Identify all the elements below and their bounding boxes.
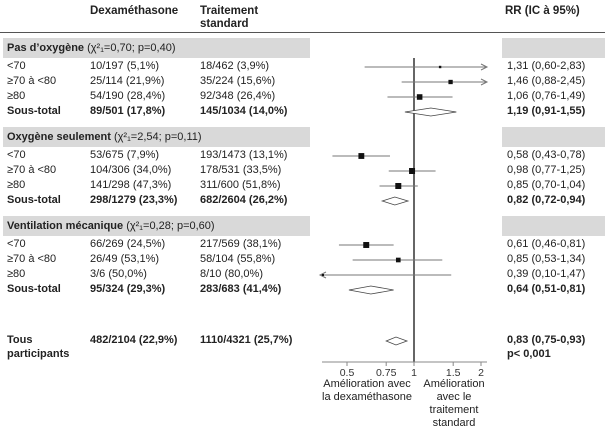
row-standard-value: 217/569 (38,1%) xyxy=(200,238,282,250)
point-estimate xyxy=(321,274,324,276)
row-standard-value: 682/2604 (26,2%) xyxy=(200,194,288,206)
row-standard-value: 283/683 (41,4%) xyxy=(200,283,282,295)
group-title-stat: (χ²₁=2,54; p=0,11) xyxy=(114,131,202,143)
row-dexa-value: 104/306 (34,0%) xyxy=(90,164,172,176)
row-label: ≥70 à <80 xyxy=(7,253,57,265)
row-label: ≥80 xyxy=(7,268,26,280)
group-title-name: Pas d’oxygène xyxy=(7,42,85,54)
row-dexa-value: 54/190 (28,4%) xyxy=(90,90,166,102)
row-rr-value: 1,46 (0,88-2,45) xyxy=(507,75,586,87)
group-title-stat: (χ²₁=0,28; p=0,60) xyxy=(126,220,215,232)
group-band xyxy=(3,216,310,236)
group-band xyxy=(3,127,310,147)
point-estimate xyxy=(416,94,423,100)
group-title-stat: (χ²₁=0,70; p=0,40) xyxy=(87,42,176,54)
row-label: ≥80 xyxy=(7,90,26,102)
axis-label-right: Amélioration avec le traitement standard xyxy=(423,378,485,429)
row-rr-value: 0,58 (0,43-0,78) xyxy=(507,149,586,161)
row-label: Sous-total xyxy=(7,283,61,295)
row-rr-value: 0,85 (0,53-1,34) xyxy=(507,253,586,265)
point-estimate xyxy=(358,153,365,159)
subtotal-diamond xyxy=(404,107,457,117)
col-header-standard-line1: Traitement xyxy=(200,5,259,17)
row-dexa-value: 3/6 (50,0%) xyxy=(90,268,147,280)
row-rr-value: 1,19 (0,91-1,55) xyxy=(507,105,586,117)
subtotal-diamond xyxy=(385,336,409,346)
row-standard-value: 18/462 (3,9%) xyxy=(200,60,270,72)
axis-label-left: Amélioration avec la dexaméthasone xyxy=(322,378,412,403)
row-label: ≥80 xyxy=(7,179,26,191)
col-header-rr: RR (IC à 95%) xyxy=(505,5,580,17)
row-label: <70 xyxy=(7,60,26,72)
group-band-right xyxy=(502,216,605,236)
ci-arrow-right xyxy=(480,78,489,86)
row-dexa-value: 66/269 (24,5%) xyxy=(90,238,166,250)
overall-p-value: p< 0,001 xyxy=(507,348,551,360)
overall-rr-value: 0,83 (0,75-0,93) xyxy=(507,334,586,346)
col-header-standard-line2: standard xyxy=(200,18,249,30)
x-tick-label: 0.5 xyxy=(340,367,355,379)
row-standard-value: 92/348 (26,4%) xyxy=(200,90,276,102)
row-label: ≥70 à <80 xyxy=(7,75,57,87)
row-rr-value: 0,39 (0,10-1,47) xyxy=(507,268,586,280)
group-band xyxy=(3,38,310,58)
header-divider xyxy=(0,32,605,33)
row-standard-value: 8/10 (80,0%) xyxy=(200,268,263,280)
x-tick-label: 2 xyxy=(478,367,484,379)
row-dexa-value: 26/49 (53,1%) xyxy=(90,253,160,265)
ci-arrow-left xyxy=(318,271,327,279)
group-band-right xyxy=(502,127,605,147)
group-title-name: Ventilation mécanique xyxy=(7,220,124,232)
group-title: Oxygène seulement (χ²₁=2,54; p=0,11) xyxy=(7,131,202,144)
row-dexa-value: 89/501 (17,8%) xyxy=(90,105,166,117)
row-label: ≥70 à <80 xyxy=(7,164,57,176)
row-standard-value: 178/531 (33,5%) xyxy=(200,164,282,176)
row-rr-value: 0,98 (0,77-1,25) xyxy=(507,164,586,176)
row-rr-value: 0,82 (0,72-0,94) xyxy=(507,194,586,206)
ci-arrow-right xyxy=(480,63,489,71)
overall-standard-value: 1110/4321 (25,7%) xyxy=(200,334,293,346)
row-dexa-value: 25/114 (21,9%) xyxy=(90,75,165,87)
group-title-name: Oxygène seulement xyxy=(7,131,111,143)
row-rr-value: 0,64 (0,51-0,81) xyxy=(507,283,586,295)
row-dexa-value: 10/197 (5,1%) xyxy=(90,60,160,72)
row-standard-value: 35/224 (15,6%) xyxy=(200,75,276,87)
row-label: <70 xyxy=(7,238,26,250)
group-title: Pas d’oxygène (χ²₁=0,70; p=0,40) xyxy=(7,42,175,55)
point-estimate xyxy=(395,257,401,263)
point-estimate xyxy=(395,183,402,189)
row-dexa-value: 298/1279 (23,3%) xyxy=(90,194,178,206)
row-standard-value: 145/1034 (14,0%) xyxy=(200,105,288,117)
row-standard-value: 58/104 (55,8%) xyxy=(200,253,276,265)
overall-dexa-value: 482/2104 (22,9%) xyxy=(90,334,178,346)
overall-label-line2: participants xyxy=(7,348,70,360)
point-estimate xyxy=(409,168,416,174)
row-label: Sous-total xyxy=(7,194,61,206)
x-tick-label: 0.75 xyxy=(376,367,397,379)
row-dexa-value: 141/298 (47,3%) xyxy=(90,179,172,191)
group-band-right xyxy=(502,38,605,58)
row-dexa-value: 95/324 (29,3%) xyxy=(90,283,166,295)
col-header-dexamethasone: Dexaméthasone xyxy=(90,5,179,17)
point-estimate xyxy=(363,242,370,248)
x-tick-label: 1 xyxy=(411,367,417,379)
row-dexa-value: 53/675 (7,9%) xyxy=(90,149,160,161)
subtotal-diamond xyxy=(348,285,394,295)
row-label: <70 xyxy=(7,149,26,161)
row-standard-value: 311/600 (51,8%) xyxy=(200,179,281,191)
row-rr-value: 0,61 (0,46-0,81) xyxy=(507,238,586,250)
subtotal-diamond xyxy=(380,196,410,206)
point-estimate xyxy=(448,79,453,85)
x-tick-label: 1.5 xyxy=(446,367,461,379)
point-estimate xyxy=(438,65,442,69)
row-rr-value: 1,06 (0,76-1,49) xyxy=(507,90,586,102)
overall-label-line1: Tous xyxy=(7,334,33,346)
row-standard-value: 193/1473 (13,1%) xyxy=(200,149,288,161)
group-title: Ventilation mécanique (χ²₁=0,28; p=0,60) xyxy=(7,220,215,233)
row-rr-value: 0,85 (0,70-1,04) xyxy=(507,179,586,191)
row-rr-value: 1,31 (0,60-2,83) xyxy=(507,60,586,72)
row-label: Sous-total xyxy=(7,105,61,117)
